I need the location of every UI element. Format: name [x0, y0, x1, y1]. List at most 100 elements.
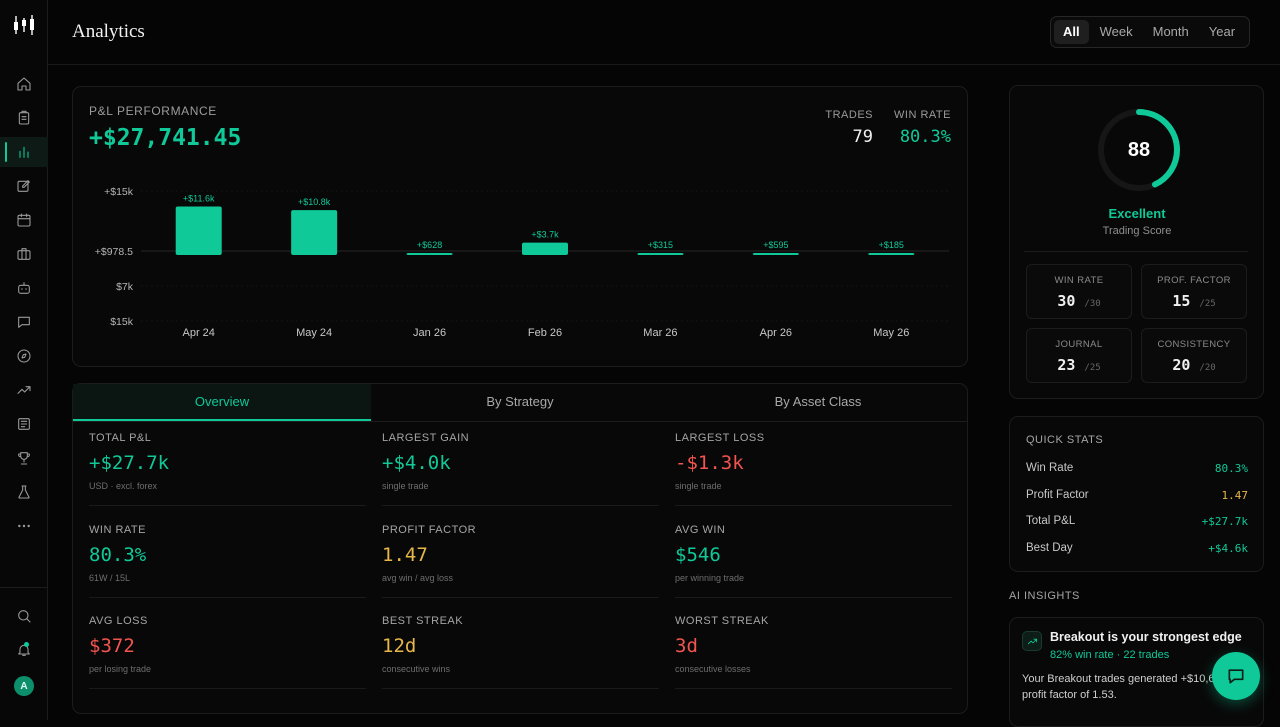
- metric-value: $372: [89, 635, 135, 657]
- x-tick-label: May 26: [873, 327, 909, 339]
- range-tab-all[interactable]: All: [1054, 20, 1089, 44]
- score-part-consistency: CONSISTENCY 20 /20: [1141, 328, 1247, 383]
- quick-stat-row: Win Rate 80.3%: [1026, 462, 1248, 478]
- tab-by-asset-class[interactable]: By Asset Class: [774, 394, 862, 409]
- metric-divider: [675, 597, 952, 598]
- metric-label: BEST STREAK: [382, 615, 464, 627]
- sidebar-item-explore[interactable]: [0, 341, 48, 371]
- tab-overview[interactable]: Overview: [73, 384, 371, 421]
- briefcase-icon: [17, 248, 31, 260]
- sidebar-item-portfolio[interactable]: [0, 239, 48, 269]
- quick-stat-value: +$4.6k: [1208, 542, 1248, 555]
- y-tick-label: $15k: [110, 316, 134, 328]
- range-selector: All Week Month Year: [1050, 16, 1251, 48]
- ai-insights-title: AI INSIGHTS: [1009, 590, 1080, 602]
- more-icon: [18, 524, 30, 528]
- chart-bar: [175, 206, 222, 255]
- quick-stat-value: 80.3%: [1214, 462, 1248, 475]
- score-part-max: /25: [1199, 299, 1216, 309]
- avatar[interactable]: A: [14, 676, 34, 696]
- insight-title: Breakout is your strongest edge: [1050, 630, 1242, 644]
- metric-subtext: per losing trade: [89, 664, 152, 674]
- flask-icon: [18, 485, 30, 499]
- metric-divider: [382, 597, 659, 598]
- metric-label: LARGEST GAIN: [382, 432, 470, 444]
- search-icon: [18, 610, 31, 623]
- metric-divider: [89, 505, 366, 506]
- metric-divider: [382, 505, 659, 506]
- metric-largest-gain: LARGEST GAIN +$4.0k single trade: [382, 423, 659, 506]
- sidebar-item-messages[interactable]: [0, 307, 48, 337]
- metric-subtext: consecutive wins: [382, 664, 451, 674]
- score-part-journal: JOURNAL 23 /25: [1026, 328, 1132, 383]
- range-tab-month[interactable]: Month: [1152, 24, 1189, 39]
- trophy-icon: [18, 452, 30, 465]
- metric-label: WIN RATE: [89, 524, 146, 536]
- score-grade: Excellent: [1108, 206, 1166, 221]
- tab-by-strategy[interactable]: By Strategy: [486, 394, 554, 409]
- sidebar: A: [0, 0, 48, 720]
- chart-bar: [522, 242, 568, 255]
- sidebar-item-lab[interactable]: [0, 477, 48, 507]
- metric-value: +$27.7k: [89, 452, 170, 474]
- metric-value: -$1.3k: [675, 452, 744, 474]
- score-part-max: /25: [1084, 363, 1101, 373]
- logo-icon[interactable]: [12, 14, 36, 36]
- pnl-performance-label: P&L PERFORMANCE: [89, 104, 217, 118]
- metric-label: PROFIT FACTOR: [382, 524, 477, 536]
- sidebar-divider: [0, 587, 48, 588]
- trades-label: TRADES: [825, 109, 873, 121]
- notification-dot: [24, 642, 29, 647]
- sidebar-item-trends[interactable]: [0, 375, 48, 405]
- score-divider: [1024, 251, 1248, 252]
- calendar-icon: [17, 213, 31, 227]
- metric-subtext: single trade: [382, 481, 429, 491]
- message-icon: [18, 316, 30, 328]
- score-caption: Trading Score: [1102, 225, 1172, 237]
- sidebar-item-news[interactable]: [0, 409, 48, 439]
- sidebar-item-notes[interactable]: [0, 171, 48, 201]
- score-part-profit-factor: PROF. FACTOR 15 /25: [1141, 264, 1247, 319]
- score-part-max: /20: [1199, 363, 1216, 373]
- metric-value: +$4.0k: [382, 452, 451, 474]
- edit-icon: [17, 180, 30, 192]
- metric-subtext: USD · excl. forex: [89, 481, 158, 491]
- trades-value: 79: [852, 127, 873, 147]
- insight-subtitle: 82% win rate · 22 trades: [1050, 649, 1170, 661]
- chat-button[interactable]: [1212, 652, 1260, 700]
- quick-stat-label: Win Rate: [1026, 462, 1074, 474]
- sidebar-item-bot[interactable]: [0, 273, 48, 303]
- chart-bar: [291, 210, 338, 255]
- score-part-label: JOURNAL: [1055, 339, 1103, 350]
- metric-worst-streak: WORST STREAK 3d consecutive losses: [675, 606, 952, 689]
- bar-data-label: +$185: [879, 240, 904, 250]
- sidebar-item-calendar[interactable]: [0, 205, 48, 235]
- sidebar-notifications-button[interactable]: [0, 635, 48, 665]
- sidebar-item-home[interactable]: [0, 69, 48, 99]
- metric-divider: [89, 688, 366, 689]
- chart-bar: [868, 253, 915, 255]
- quick-stat-label: Best Day: [1026, 542, 1073, 554]
- x-tick-label: Apr 24: [183, 327, 215, 339]
- score-part-win-rate: WIN RATE 30 /30: [1026, 264, 1132, 319]
- sidebar-item-analytics[interactable]: [0, 137, 48, 167]
- metric-label: LARGEST LOSS: [675, 432, 765, 444]
- metric-best-streak: BEST STREAK 12d consecutive wins: [382, 606, 659, 689]
- chat-icon: [1228, 669, 1244, 684]
- score-part-value: 20: [1172, 356, 1191, 374]
- insight-body: Your Breakout trades generated +$10,65 a…: [1022, 673, 1230, 701]
- sidebar-item-more[interactable]: [0, 511, 48, 541]
- trending-up-icon: [1022, 631, 1042, 651]
- quick-stat-value: 1.47: [1221, 489, 1249, 502]
- quick-stat-row: Best Day +$4.6k: [1026, 542, 1248, 558]
- range-tab-week[interactable]: Week: [1099, 24, 1133, 39]
- metric-value: 12d: [382, 635, 417, 657]
- sidebar-item-journal[interactable]: [0, 103, 48, 133]
- sidebar-search-button[interactable]: [0, 601, 48, 631]
- metric-label: WORST STREAK: [675, 615, 769, 627]
- sidebar-item-achievements[interactable]: [0, 443, 48, 473]
- range-tab-year[interactable]: Year: [1208, 24, 1236, 39]
- metric-profit-factor: PROFIT FACTOR 1.47 avg win / avg loss: [382, 515, 659, 598]
- win-rate-value: 80.3%: [899, 127, 951, 147]
- quick-stats-card: QUICK STATS Win Rate 80.3% Profit Factor 1…: [1009, 416, 1264, 572]
